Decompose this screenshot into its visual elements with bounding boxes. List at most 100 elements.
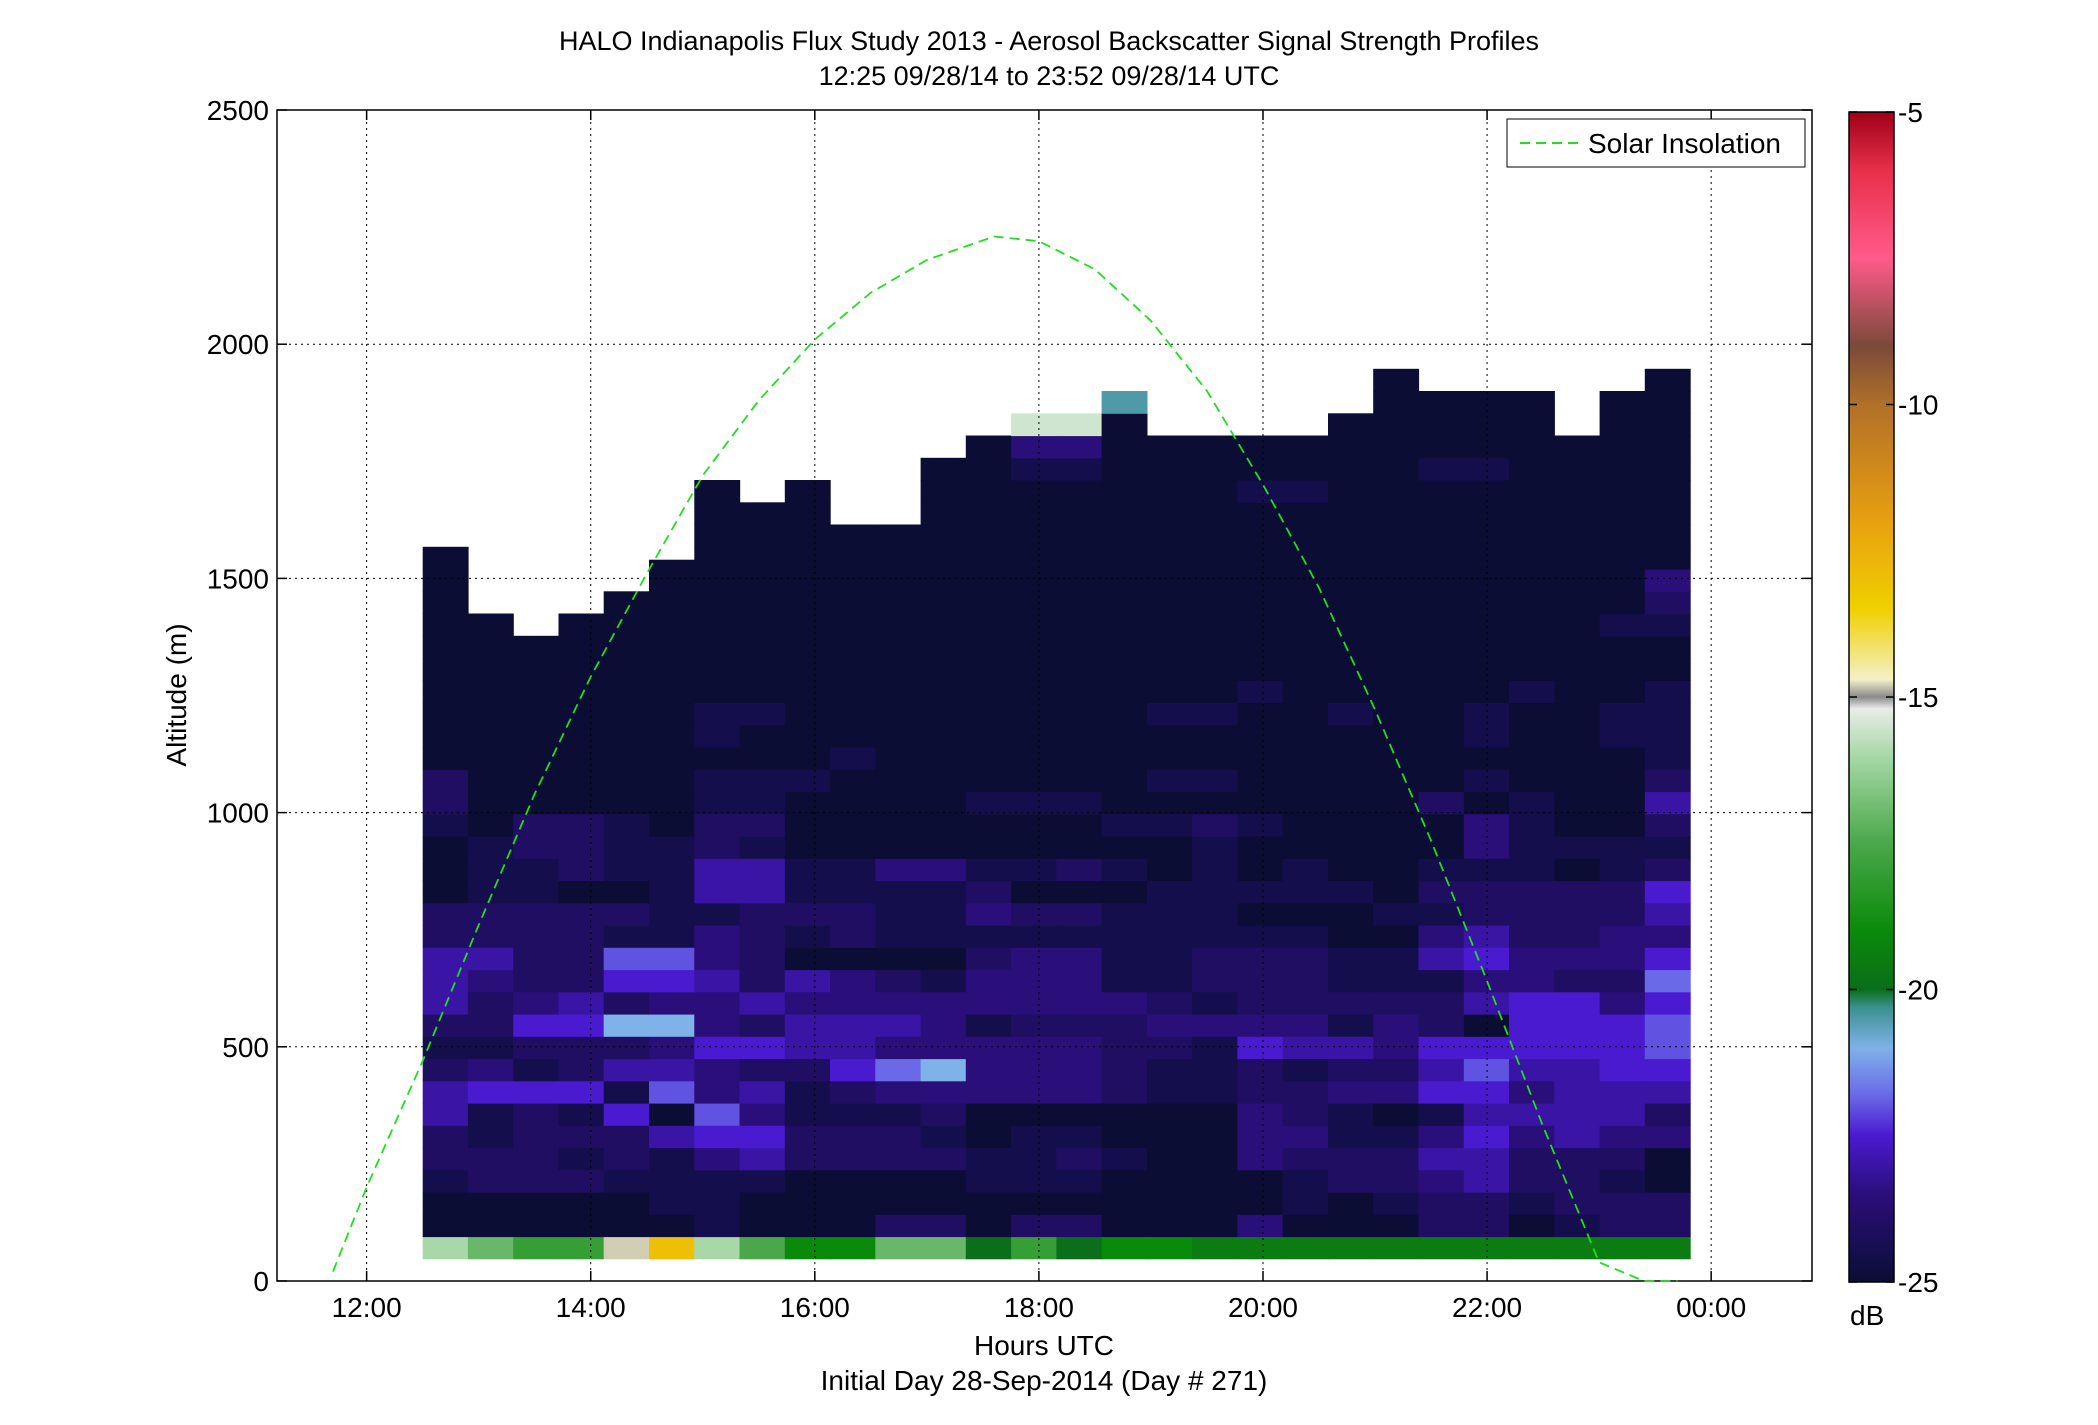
heatmap-cell bbox=[558, 969, 605, 993]
heatmap-cell bbox=[739, 569, 786, 592]
heatmap-cell bbox=[784, 1125, 831, 1149]
heatmap-cell bbox=[1101, 1214, 1148, 1238]
heatmap-cell bbox=[1599, 1103, 1646, 1126]
heatmap-cell bbox=[603, 1014, 650, 1037]
heatmap-cell bbox=[1011, 947, 1057, 971]
heatmap-cell bbox=[649, 724, 695, 748]
heatmap-cell bbox=[1644, 569, 1691, 592]
heatmap-cell bbox=[603, 836, 650, 859]
heatmap-cell bbox=[1237, 1236, 1284, 1260]
heatmap-cell bbox=[467, 1147, 514, 1171]
heatmap-cell bbox=[920, 1214, 967, 1238]
heatmap-cell bbox=[1101, 658, 1148, 681]
heatmap-cell bbox=[1509, 702, 1555, 726]
heatmap-cell bbox=[965, 791, 1012, 815]
heatmap-cell bbox=[1192, 546, 1239, 570]
heatmap-cell bbox=[1599, 480, 1646, 503]
heatmap-cell bbox=[920, 836, 967, 859]
heatmap-cell bbox=[1554, 813, 1601, 837]
heatmap-cell bbox=[1237, 747, 1284, 770]
heatmap-cell bbox=[1282, 925, 1329, 948]
heatmap-cell bbox=[1373, 1058, 1420, 1082]
heatmap-cell bbox=[422, 1169, 469, 1193]
heatmap-cell bbox=[1373, 502, 1420, 526]
heatmap-cell bbox=[965, 546, 1012, 570]
heatmap-cell bbox=[513, 880, 560, 904]
heatmap-cell bbox=[467, 1169, 514, 1193]
heatmap-cell bbox=[1192, 524, 1239, 548]
heatmap-cell bbox=[1554, 1080, 1601, 1104]
heatmap-cell bbox=[1418, 413, 1465, 437]
heatmap-cell bbox=[649, 1214, 695, 1238]
x-tick-label: 20:00 bbox=[1228, 1292, 1298, 1323]
heatmap-cell bbox=[1509, 925, 1555, 948]
heatmap-cell bbox=[422, 569, 469, 592]
heatmap-cell bbox=[1644, 680, 1691, 704]
heatmap-cell bbox=[1418, 1236, 1465, 1260]
heatmap-cell bbox=[1237, 480, 1284, 503]
heatmap-cell bbox=[1237, 502, 1284, 526]
heatmap-cell bbox=[784, 680, 831, 704]
heatmap-cell bbox=[1056, 858, 1103, 882]
heatmap-cell bbox=[603, 591, 650, 615]
heatmap-cell bbox=[875, 569, 922, 592]
heatmap-cell bbox=[1418, 1058, 1465, 1082]
heatmap-cell bbox=[649, 635, 695, 659]
heatmap-cell bbox=[739, 1147, 786, 1171]
heatmap-cell bbox=[1554, 858, 1601, 882]
heatmap-cell bbox=[1237, 524, 1284, 548]
heatmap-cell bbox=[1373, 1214, 1420, 1238]
heatmap-cell bbox=[739, 1214, 786, 1238]
heatmap-cell bbox=[1554, 1192, 1601, 1215]
heatmap-cell bbox=[649, 702, 695, 726]
x-axis-sublabel: Initial Day 28-Sep-2014 (Day # 271) bbox=[821, 1365, 1268, 1396]
heatmap-cell bbox=[1282, 947, 1329, 971]
heatmap-cell bbox=[1644, 925, 1691, 948]
heatmap-cell bbox=[1237, 1125, 1284, 1149]
heatmap-cell bbox=[830, 813, 876, 837]
heatmap-cell bbox=[1418, 880, 1465, 904]
heatmap-cell bbox=[1509, 769, 1555, 793]
x-axis: 12:00 14:00 16:00 18:00 20:00 22:00 00:00 bbox=[332, 110, 1746, 1323]
heatmap-cell bbox=[920, 1014, 967, 1037]
heatmap-cell bbox=[1328, 1014, 1374, 1037]
heatmap-cell bbox=[1463, 635, 1510, 659]
heatmap-cell bbox=[1282, 1169, 1329, 1193]
heatmap-cell bbox=[1237, 457, 1284, 481]
heatmap-cell bbox=[603, 813, 650, 837]
heatmap-cell bbox=[1373, 457, 1420, 481]
heatmap-cell bbox=[422, 925, 469, 948]
heatmap-cell bbox=[920, 680, 967, 704]
heatmap-cell bbox=[920, 1036, 967, 1060]
heatmap-cell bbox=[1644, 702, 1691, 726]
heatmap-cell bbox=[649, 1192, 695, 1215]
heatmap-cell bbox=[1237, 546, 1284, 570]
heatmap-cell bbox=[649, 836, 695, 859]
heatmap-cell bbox=[830, 747, 876, 770]
heatmap-cell bbox=[875, 769, 922, 793]
heatmap-cell bbox=[1644, 791, 1691, 815]
heatmap-cell bbox=[739, 724, 786, 748]
heatmap-cell bbox=[694, 991, 741, 1015]
heatmap-cell bbox=[875, 836, 922, 859]
heatmap-cell bbox=[1509, 947, 1555, 971]
heatmap-cell bbox=[1599, 791, 1646, 815]
heatmap-cell bbox=[920, 791, 967, 815]
heatmap-cell bbox=[875, 747, 922, 770]
heatmap-cell bbox=[603, 969, 650, 993]
heatmap-cell bbox=[513, 1103, 560, 1126]
heatmap-cell bbox=[1192, 1236, 1239, 1260]
heatmap-cell bbox=[1101, 480, 1148, 503]
heatmap-cell bbox=[1011, 925, 1057, 948]
heatmap-cell bbox=[1101, 1103, 1148, 1126]
heatmap-cell bbox=[1463, 413, 1510, 437]
heatmap-cell bbox=[920, 702, 967, 726]
heatmap-cell bbox=[965, 480, 1012, 503]
heatmap-cell bbox=[1418, 791, 1465, 815]
heatmap-cell bbox=[1554, 947, 1601, 971]
heatmap-cell bbox=[1599, 858, 1646, 882]
heatmap-cell bbox=[422, 1192, 469, 1215]
heatmap-cell bbox=[1101, 836, 1148, 859]
heatmap-cell bbox=[965, 1058, 1012, 1082]
heatmap-cell bbox=[1554, 1036, 1601, 1060]
